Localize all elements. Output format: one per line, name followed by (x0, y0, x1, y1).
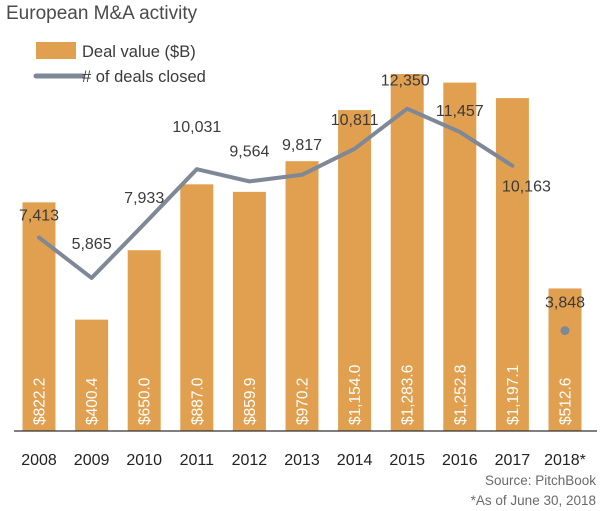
chart-title: European M&A activity (6, 3, 198, 24)
x-tick-label: 2009 (74, 452, 110, 469)
x-tick-label: 2016 (442, 452, 478, 469)
bar-2018 (548, 288, 582, 431)
x-tick-label: 2018* (544, 452, 586, 469)
deal-count-label: 10,811 (331, 112, 379, 129)
deal-count-label: 5,865 (72, 236, 112, 253)
bar-value-label: $650.0 (137, 377, 154, 425)
bars-layer (22, 74, 582, 432)
legend-line-label: # of deals closed (82, 68, 206, 86)
x-tick-label: 2012 (232, 452, 268, 469)
legend-bar-swatch (36, 42, 76, 59)
bar-2009 (75, 319, 109, 431)
bar-2017 (495, 98, 529, 431)
x-tick-label: 2017 (495, 452, 531, 469)
bar-2011 (180, 184, 214, 431)
deal-count-label: 12,350 (381, 73, 430, 90)
legend: Deal value ($B) # of deals closed (33, 42, 206, 86)
x-tick-label: 2013 (284, 452, 320, 469)
x-tick-labels: 2008 2009 2010 2011 2012 2013 2014 2015 2016 2017… (21, 452, 586, 469)
x-tick-label: 2015 (389, 452, 425, 469)
deals-line (37, 106, 515, 280)
x-tick-label: 2010 (126, 452, 162, 469)
x-tick-label: 2011 (180, 452, 215, 469)
deal-count-label: 3,848 (545, 295, 585, 312)
bar-2008 (22, 202, 56, 431)
bar-2015 (390, 74, 424, 432)
bar-value-label: $822.2 (32, 378, 49, 425)
deal-count-label: 7,413 (19, 208, 59, 225)
bar-2012 (232, 191, 266, 431)
bar-value-label: $1,283.6 (400, 365, 417, 425)
deal-count-label: 9,564 (229, 143, 269, 160)
bar-value-label: $512.6 (558, 378, 575, 425)
deal-count-label: 11,457 (436, 103, 484, 120)
x-tick-label: 2008 (21, 452, 57, 469)
line-layer (37, 106, 570, 336)
deal-count-label: 9,817 (282, 137, 322, 154)
date-note: *As of June 30, 2018 (471, 493, 596, 508)
bar-2010 (127, 250, 161, 431)
legend-bar-label: Deal value ($B) (82, 43, 196, 61)
labels-layer: $822.2 $400.4 $650.0 $887.0 $859.9 $970.2 $1,1… (19, 73, 585, 425)
bar-value-label: $970.2 (295, 378, 312, 425)
deal-count-label: 10,031 (172, 119, 221, 136)
bar-value-label: $1,154.0 (347, 364, 364, 425)
bar-value-label: $1,252.8 (452, 365, 469, 425)
bar-value-label: $859.9 (242, 378, 259, 425)
deal-count-label: 10,163 (502, 179, 551, 196)
bar-value-label: $400.4 (84, 377, 101, 425)
bar-value-label: $887.0 (189, 377, 206, 425)
bar-2014 (338, 110, 372, 431)
bar-2013 (285, 161, 319, 431)
bar-value-label: $1,197.1 (505, 365, 522, 425)
source-note: Source: PitchBook (485, 473, 596, 488)
x-tick-label: 2014 (337, 452, 373, 469)
deal-count-label: 7,933 (124, 190, 164, 207)
deals-point-2018 (560, 326, 570, 336)
